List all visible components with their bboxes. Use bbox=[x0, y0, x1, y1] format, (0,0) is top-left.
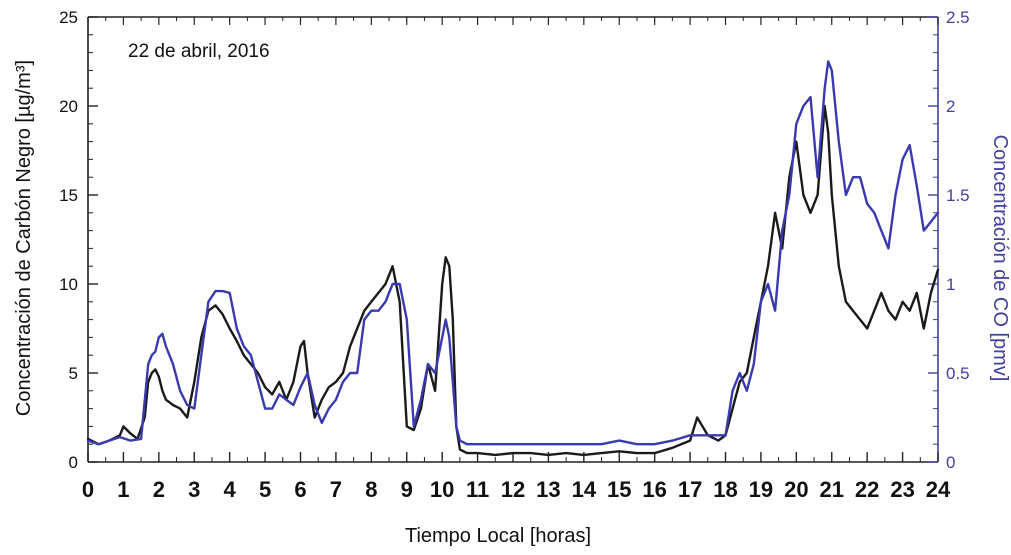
y-tick-label: 15 bbox=[59, 186, 78, 205]
x-tick-label: 15 bbox=[607, 477, 631, 502]
x-tick-label: 16 bbox=[642, 477, 666, 502]
y2-tick-label: 2 bbox=[946, 97, 955, 116]
y-tick-label: 10 bbox=[59, 275, 78, 294]
left-axis: 0 5 10 15 20 25 bbox=[59, 8, 98, 472]
x-tick-label: 11 bbox=[466, 477, 489, 502]
right-axis: 0 0.5 1 1.5 2 2.5 bbox=[928, 8, 970, 472]
y2-tick-label: 1 bbox=[946, 275, 955, 294]
plot-frame bbox=[87, 16, 939, 463]
co-series-line bbox=[86, 60, 940, 446]
x-tick-label: 19 bbox=[749, 477, 773, 502]
series-layer bbox=[86, 60, 940, 457]
x-tick-label: 2 bbox=[153, 477, 165, 502]
y-tick-label: 25 bbox=[59, 8, 78, 27]
x-axis: 0 1 2 3 4 5 6 7 8 9 10 11 12 13 14 15 16 17 18 19 20 21 22 23 24 bbox=[82, 17, 951, 502]
x-tick-label: 23 bbox=[890, 477, 914, 502]
y2-tick-label: 2.5 bbox=[946, 8, 970, 27]
x-tick-label: 12 bbox=[501, 477, 525, 502]
x-tick-label: 8 bbox=[365, 477, 377, 502]
x-tick-label: 7 bbox=[330, 477, 342, 502]
x-tick-label: 3 bbox=[188, 477, 200, 502]
x-tick-label: 18 bbox=[713, 477, 737, 502]
y2-tick-label: 0 bbox=[946, 453, 955, 472]
x-tick-label: 20 bbox=[784, 477, 808, 502]
x-tick-label: 0 bbox=[82, 477, 94, 502]
x-tick-label: 21 bbox=[820, 477, 844, 502]
chart-annotation: 22 de abril, 2016 bbox=[128, 41, 270, 62]
x-tick-label: 24 bbox=[926, 477, 951, 502]
x-tick-label: 5 bbox=[259, 477, 271, 502]
x-tick-label: 14 bbox=[572, 477, 597, 502]
y-tick-label: 20 bbox=[59, 97, 78, 116]
x-tick-label: 13 bbox=[536, 477, 560, 502]
x-tick-label: 1 bbox=[117, 477, 129, 502]
x-tick-label: 22 bbox=[855, 477, 879, 502]
x-tick-label: 10 bbox=[430, 477, 454, 502]
x-tick-label: 4 bbox=[224, 477, 237, 502]
x-tick-label: 6 bbox=[294, 477, 306, 502]
x-tick-label: 9 bbox=[401, 477, 413, 502]
y2-axis-title: Concentración de CO [pmv] bbox=[989, 135, 1011, 382]
y-tick-label: 5 bbox=[69, 364, 78, 383]
y-tick-label: 0 bbox=[69, 453, 78, 472]
y-axis-title: Concentración de Carbón Negro [µg/m³] bbox=[13, 60, 35, 416]
y2-tick-label: 1.5 bbox=[946, 186, 970, 205]
y2-tick-label: 0.5 bbox=[946, 364, 970, 383]
x-axis-title: Tiempo Local [horas] bbox=[405, 525, 591, 547]
x-tick-label: 17 bbox=[678, 477, 702, 502]
black-carbon-series-line bbox=[86, 104, 940, 457]
